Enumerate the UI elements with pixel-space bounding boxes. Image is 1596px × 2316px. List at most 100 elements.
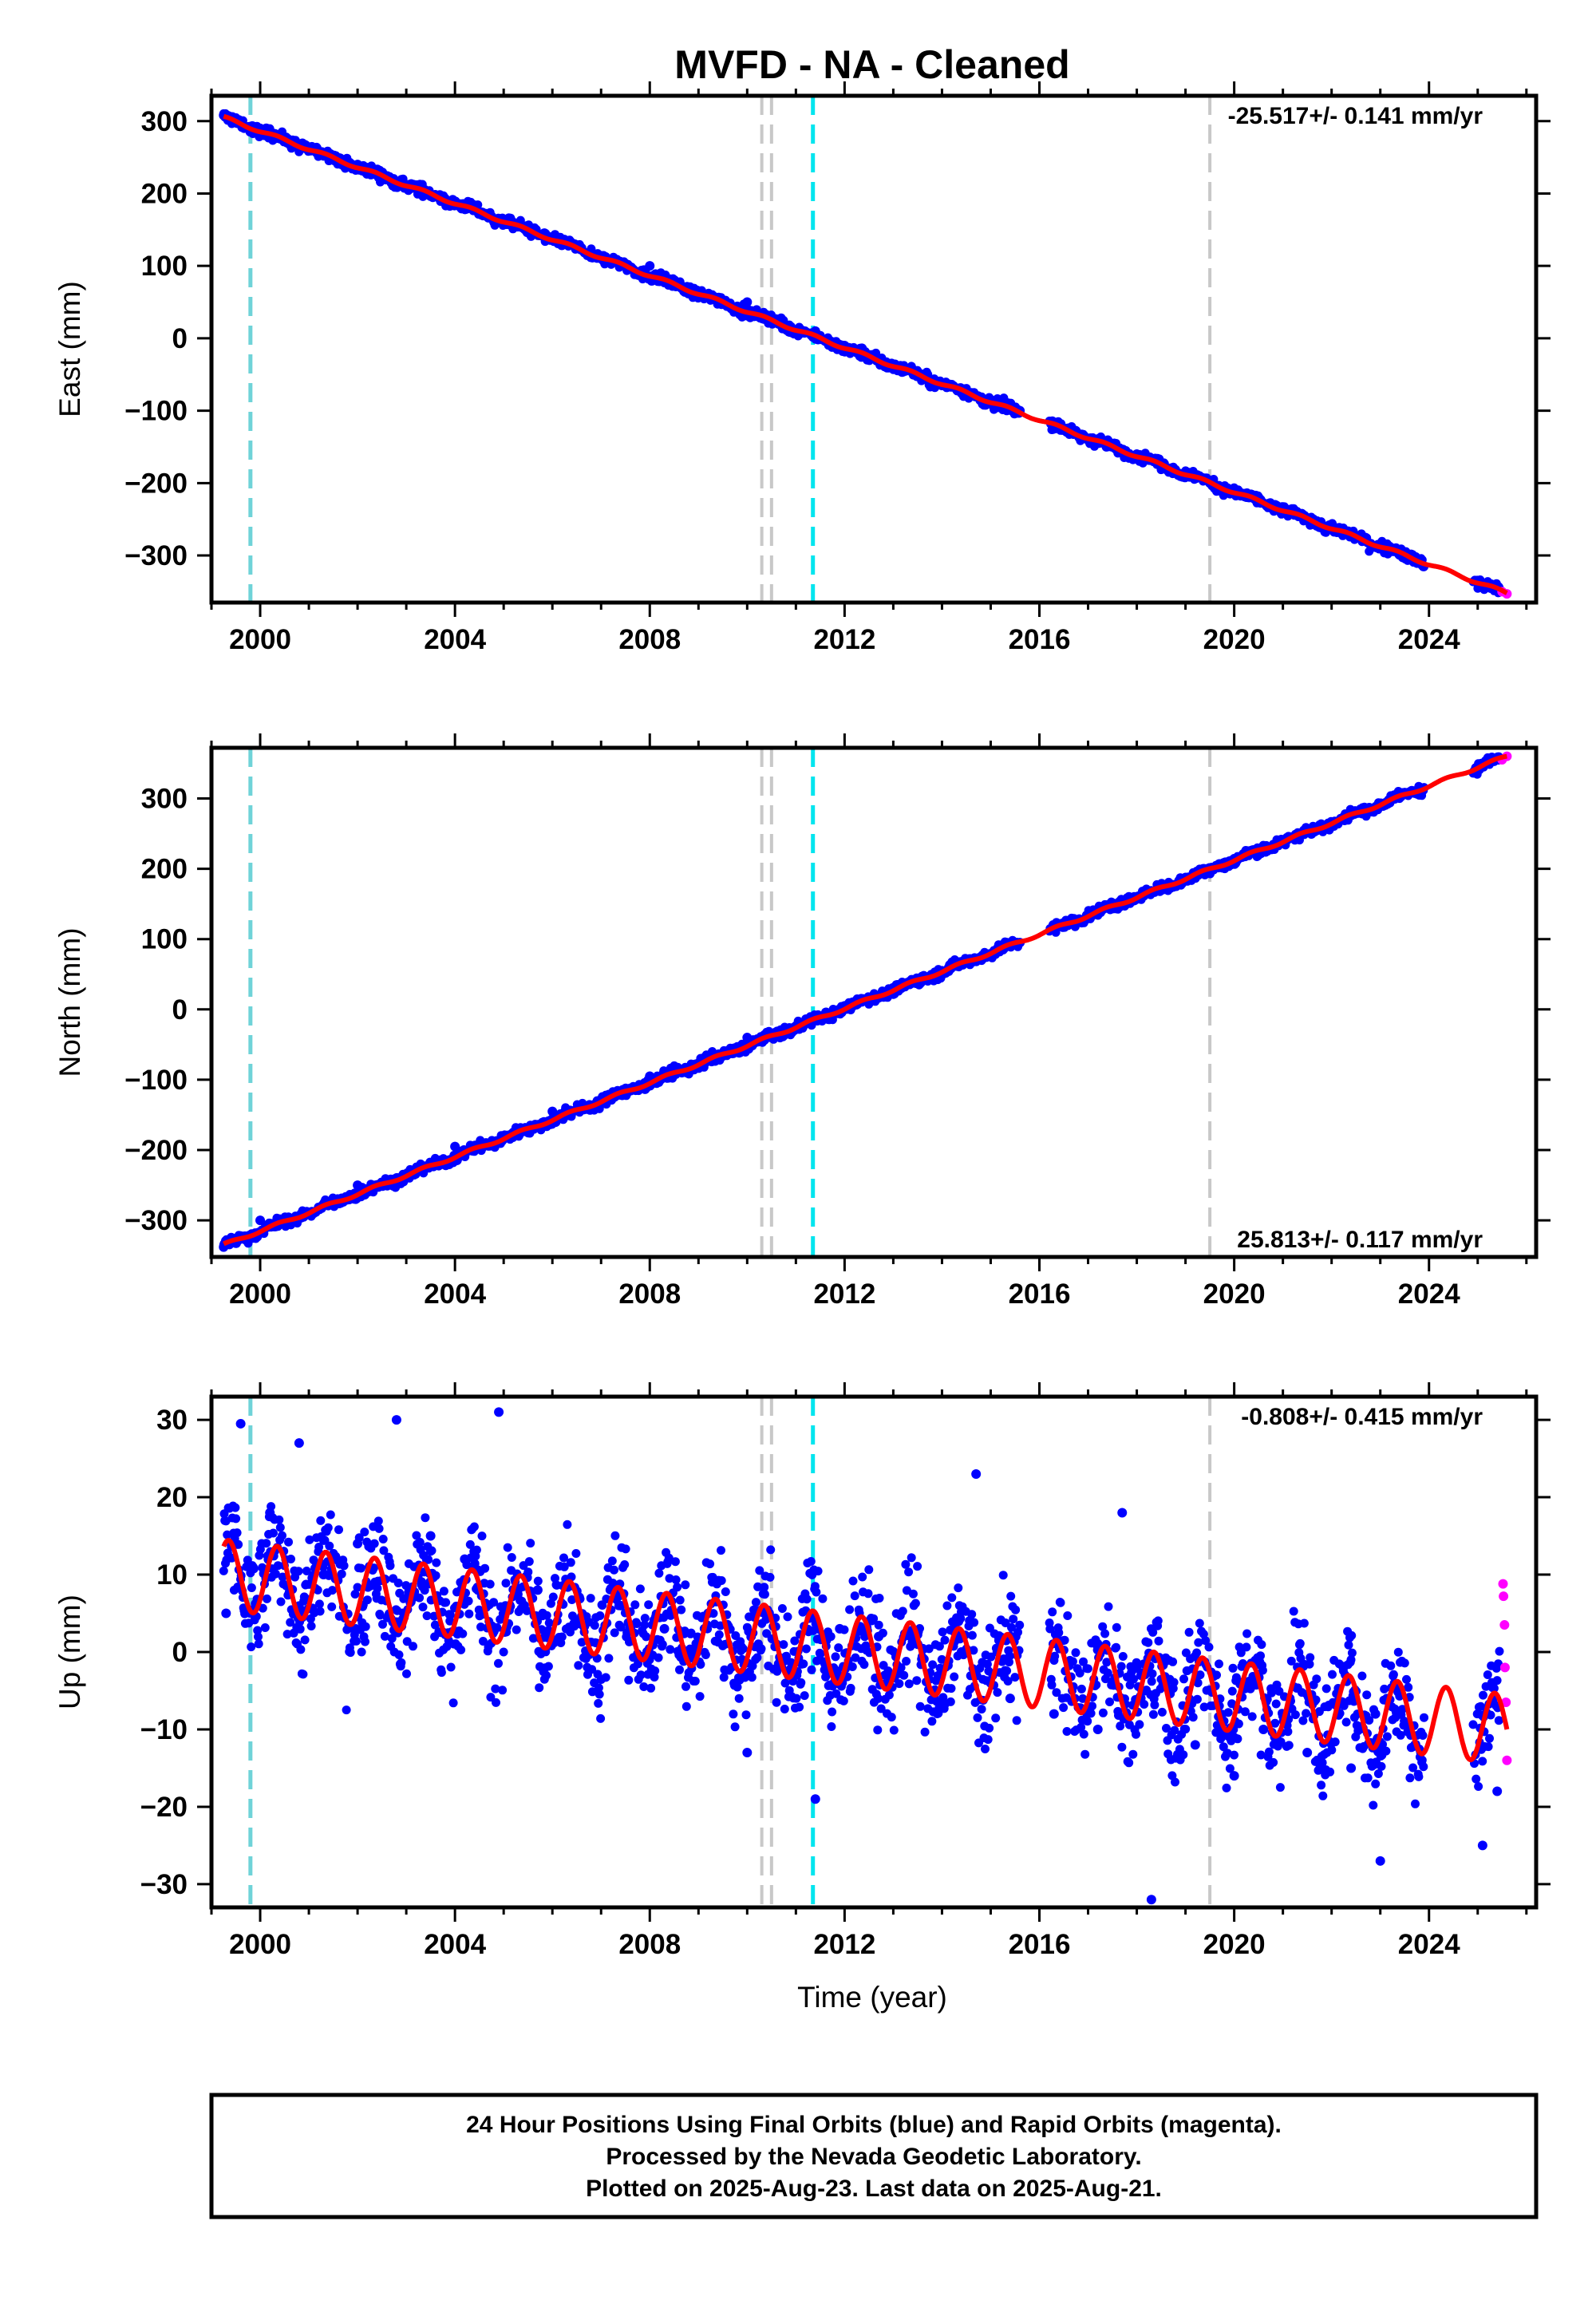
up-point [432, 1558, 441, 1567]
up-point [1005, 1651, 1014, 1661]
north-y-tick-label: −100 [124, 1065, 188, 1096]
up-point [946, 1697, 955, 1706]
up-point [326, 1510, 335, 1520]
north-model-curve [222, 753, 1507, 1247]
up-point [967, 1630, 977, 1640]
up-point [818, 1594, 828, 1603]
up-point [1112, 1642, 1121, 1652]
up-point [1098, 1708, 1108, 1717]
east-y-tick-label: −300 [124, 540, 188, 571]
up-point [1147, 1677, 1156, 1686]
up-point [369, 1539, 379, 1548]
up-point [275, 1523, 285, 1532]
up-point [458, 1629, 468, 1638]
up-point [342, 1705, 351, 1715]
north-y-tick-label: 200 [141, 854, 188, 885]
up-point [675, 1595, 685, 1605]
up-point [526, 1539, 535, 1548]
east-x-tick-label: 2008 [618, 624, 681, 655]
north-x-tick-label: 2004 [424, 1279, 486, 1310]
up-point [839, 1696, 848, 1705]
up-point [1048, 1607, 1057, 1617]
up-point [507, 1553, 516, 1562]
up-point [247, 1642, 256, 1652]
up-point [620, 1560, 630, 1569]
up-point [864, 1565, 874, 1575]
up-point [1015, 1620, 1025, 1630]
up-point [356, 1563, 365, 1573]
north-x-tick-label: 2000 [229, 1279, 291, 1310]
up-point [938, 1627, 947, 1637]
up-point [464, 1609, 474, 1618]
up-point [650, 1666, 660, 1676]
up-point [232, 1528, 242, 1538]
up-point [800, 1691, 809, 1701]
north-final-point-3 [450, 1141, 460, 1152]
up-point [927, 1717, 937, 1726]
up-point [378, 1535, 388, 1543]
up-point [557, 1632, 567, 1642]
up-point [940, 1635, 950, 1645]
up-point [741, 1710, 751, 1720]
up-point [316, 1516, 326, 1525]
north-final-point-2 [353, 1180, 363, 1191]
up-point [705, 1559, 715, 1569]
east-model-line [223, 113, 1508, 595]
up-point [446, 1662, 456, 1672]
up-point [831, 1652, 840, 1662]
up-point [757, 1644, 766, 1654]
north-final-point-4 [547, 1106, 558, 1117]
up-point [719, 1673, 729, 1682]
up-point [850, 1591, 859, 1601]
east-y-tick-label: −100 [124, 396, 188, 427]
up-point [859, 1660, 869, 1670]
up-point [374, 1524, 384, 1533]
up-point [276, 1597, 286, 1607]
up-point [394, 1650, 404, 1659]
up-point [586, 1594, 595, 1603]
up-point [334, 1525, 343, 1535]
up-point [846, 1683, 855, 1693]
up-point [1006, 1591, 1016, 1601]
up-point [472, 1545, 481, 1555]
up-point [913, 1562, 922, 1571]
east-x-tick-label: 2020 [1203, 624, 1266, 655]
up-point [845, 1605, 855, 1614]
up-point [601, 1673, 610, 1682]
up-point [1135, 1720, 1144, 1729]
up-point [630, 1600, 640, 1610]
up-point [983, 1735, 993, 1745]
up-point [300, 1635, 310, 1645]
up-point [315, 1607, 325, 1616]
up-point [670, 1557, 680, 1567]
up-point [327, 1602, 337, 1611]
up-point [1009, 1614, 1018, 1624]
up-point [675, 1665, 684, 1674]
up-point [441, 1598, 451, 1607]
up-point [357, 1647, 366, 1657]
east-panel: 2000 2004 2008 2012 2016 2020 20243002001000−1… [53, 81, 1551, 655]
up-point [766, 1545, 776, 1555]
up-point [644, 1600, 654, 1610]
up-point [260, 1623, 270, 1632]
up-point [1150, 1700, 1159, 1709]
up-point [1132, 1729, 1140, 1739]
up-point [464, 1596, 473, 1606]
up-point [904, 1679, 914, 1689]
up-point [1071, 1648, 1080, 1658]
east-model-curve [223, 113, 1508, 595]
up-point [498, 1686, 508, 1695]
up-panel: 2000 2004 2008 2012 2016 2020 20243020100−10−2… [53, 1382, 1551, 1960]
up-point [889, 1725, 899, 1735]
north-final-point-1 [255, 1215, 266, 1226]
north-y-tick-label: −300 [124, 1205, 188, 1236]
east-y-tick-label: 100 [141, 251, 188, 282]
up-point [535, 1683, 544, 1693]
up-point [1002, 1666, 1012, 1676]
up-point [899, 1670, 909, 1680]
up-point [780, 1705, 789, 1713]
up-point [503, 1543, 512, 1552]
north-rate-label: 25.813+/- 0.117 mm/yr [1237, 1227, 1483, 1253]
up-point [1148, 1709, 1158, 1719]
up-point [887, 1713, 896, 1722]
